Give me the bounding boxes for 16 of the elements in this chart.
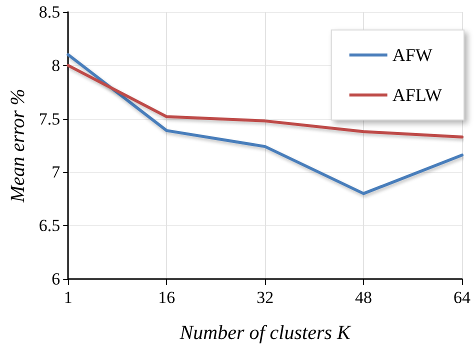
x-tick-label: 1: [64, 288, 72, 307]
y-tick-label: 8: [52, 56, 60, 75]
y-tick-label: 6: [52, 270, 60, 288]
x-tick-label: 64: [454, 288, 471, 307]
legend-label: AFW: [392, 45, 432, 65]
x-tick-label: 32: [256, 288, 274, 307]
x-tick-label: 48: [355, 288, 372, 307]
y-tick-label: 6.5: [38, 216, 60, 236]
x-tick-label: 16: [158, 288, 176, 307]
line-series: [66, 64, 464, 138]
y-axis-title: Mean error %: [7, 88, 29, 204]
y-tick-label: 8.5: [38, 2, 60, 22]
x-axis-title: Number of clusters K: [178, 322, 352, 344]
y-tick-label: 7.5: [38, 109, 60, 128]
y-tick-label: 7: [52, 162, 61, 182]
legend-label: AFLW: [392, 85, 442, 105]
